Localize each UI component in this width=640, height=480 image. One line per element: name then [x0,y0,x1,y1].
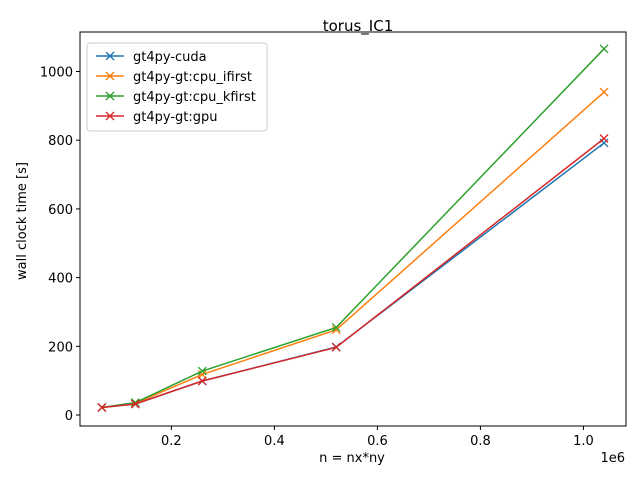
legend-label: gt4py-cuda [133,50,207,65]
data-point-marker [105,91,115,101]
y-tick-label: 800 [48,134,73,149]
data-point-marker [197,366,207,376]
data-point-marker [105,51,115,61]
legend-label: gt4py-gt:cpu_ifirst [133,70,252,85]
data-point-marker [599,44,609,54]
data-point-marker [130,399,140,409]
x-axis-label: n = nx*ny [319,451,385,466]
data-point-marker [331,342,341,352]
x-tick-label: 0.2 [161,434,182,449]
x-tick-label: 0.4 [264,434,285,449]
data-point-marker [130,398,140,408]
y-tick-label: 0 [65,409,73,424]
y-axis: 0 200 400 600 800 1000 [40,66,80,424]
series-layer [97,44,609,412]
data-point-marker [331,325,341,335]
x-tick-label: 1.0 [573,434,594,449]
legend-item: gt4py-gt:cpu_kfirst [96,90,256,105]
data-point-marker [599,87,609,97]
legend-box [86,42,268,132]
y-tick-label: 1000 [40,66,73,81]
data-point-marker [105,71,115,81]
plot-area-frame [79,31,627,427]
data-point-marker [105,111,115,121]
series-gt4py-gt-gpu [97,134,609,412]
legend: gt4py-cuda gt4py-gt:cpu_ifirst gt4py-gt:cp… [86,42,268,132]
y-tick-label: 400 [48,272,73,287]
legend-label: gt4py-gt:gpu [133,110,218,125]
data-point-marker [97,402,107,412]
y-tick-label: 600 [48,203,73,218]
x-tick-label: 0.6 [367,434,388,449]
x-tick-label: 0.8 [470,434,491,449]
legend-item: gt4py-gt:gpu [96,110,218,125]
legend-item: gt4py-gt:cpu_ifirst [96,70,252,85]
data-point-marker [197,376,207,386]
legend-item: gt4py-cuda [96,50,207,65]
chart-title: torus_IC1 [323,17,394,36]
legend-label: gt4py-gt:cpu_kfirst [133,90,256,105]
y-axis-label: wall clock time [s] [15,162,30,280]
data-point-marker [331,322,341,332]
y-tick-label: 200 [48,340,73,355]
data-point-marker [197,370,207,379]
x-axis: 0.2 0.4 0.6 0.8 1.0 [161,426,594,449]
x-axis-offset-text: 1e6 [600,451,625,466]
data-point-marker [599,134,609,143]
